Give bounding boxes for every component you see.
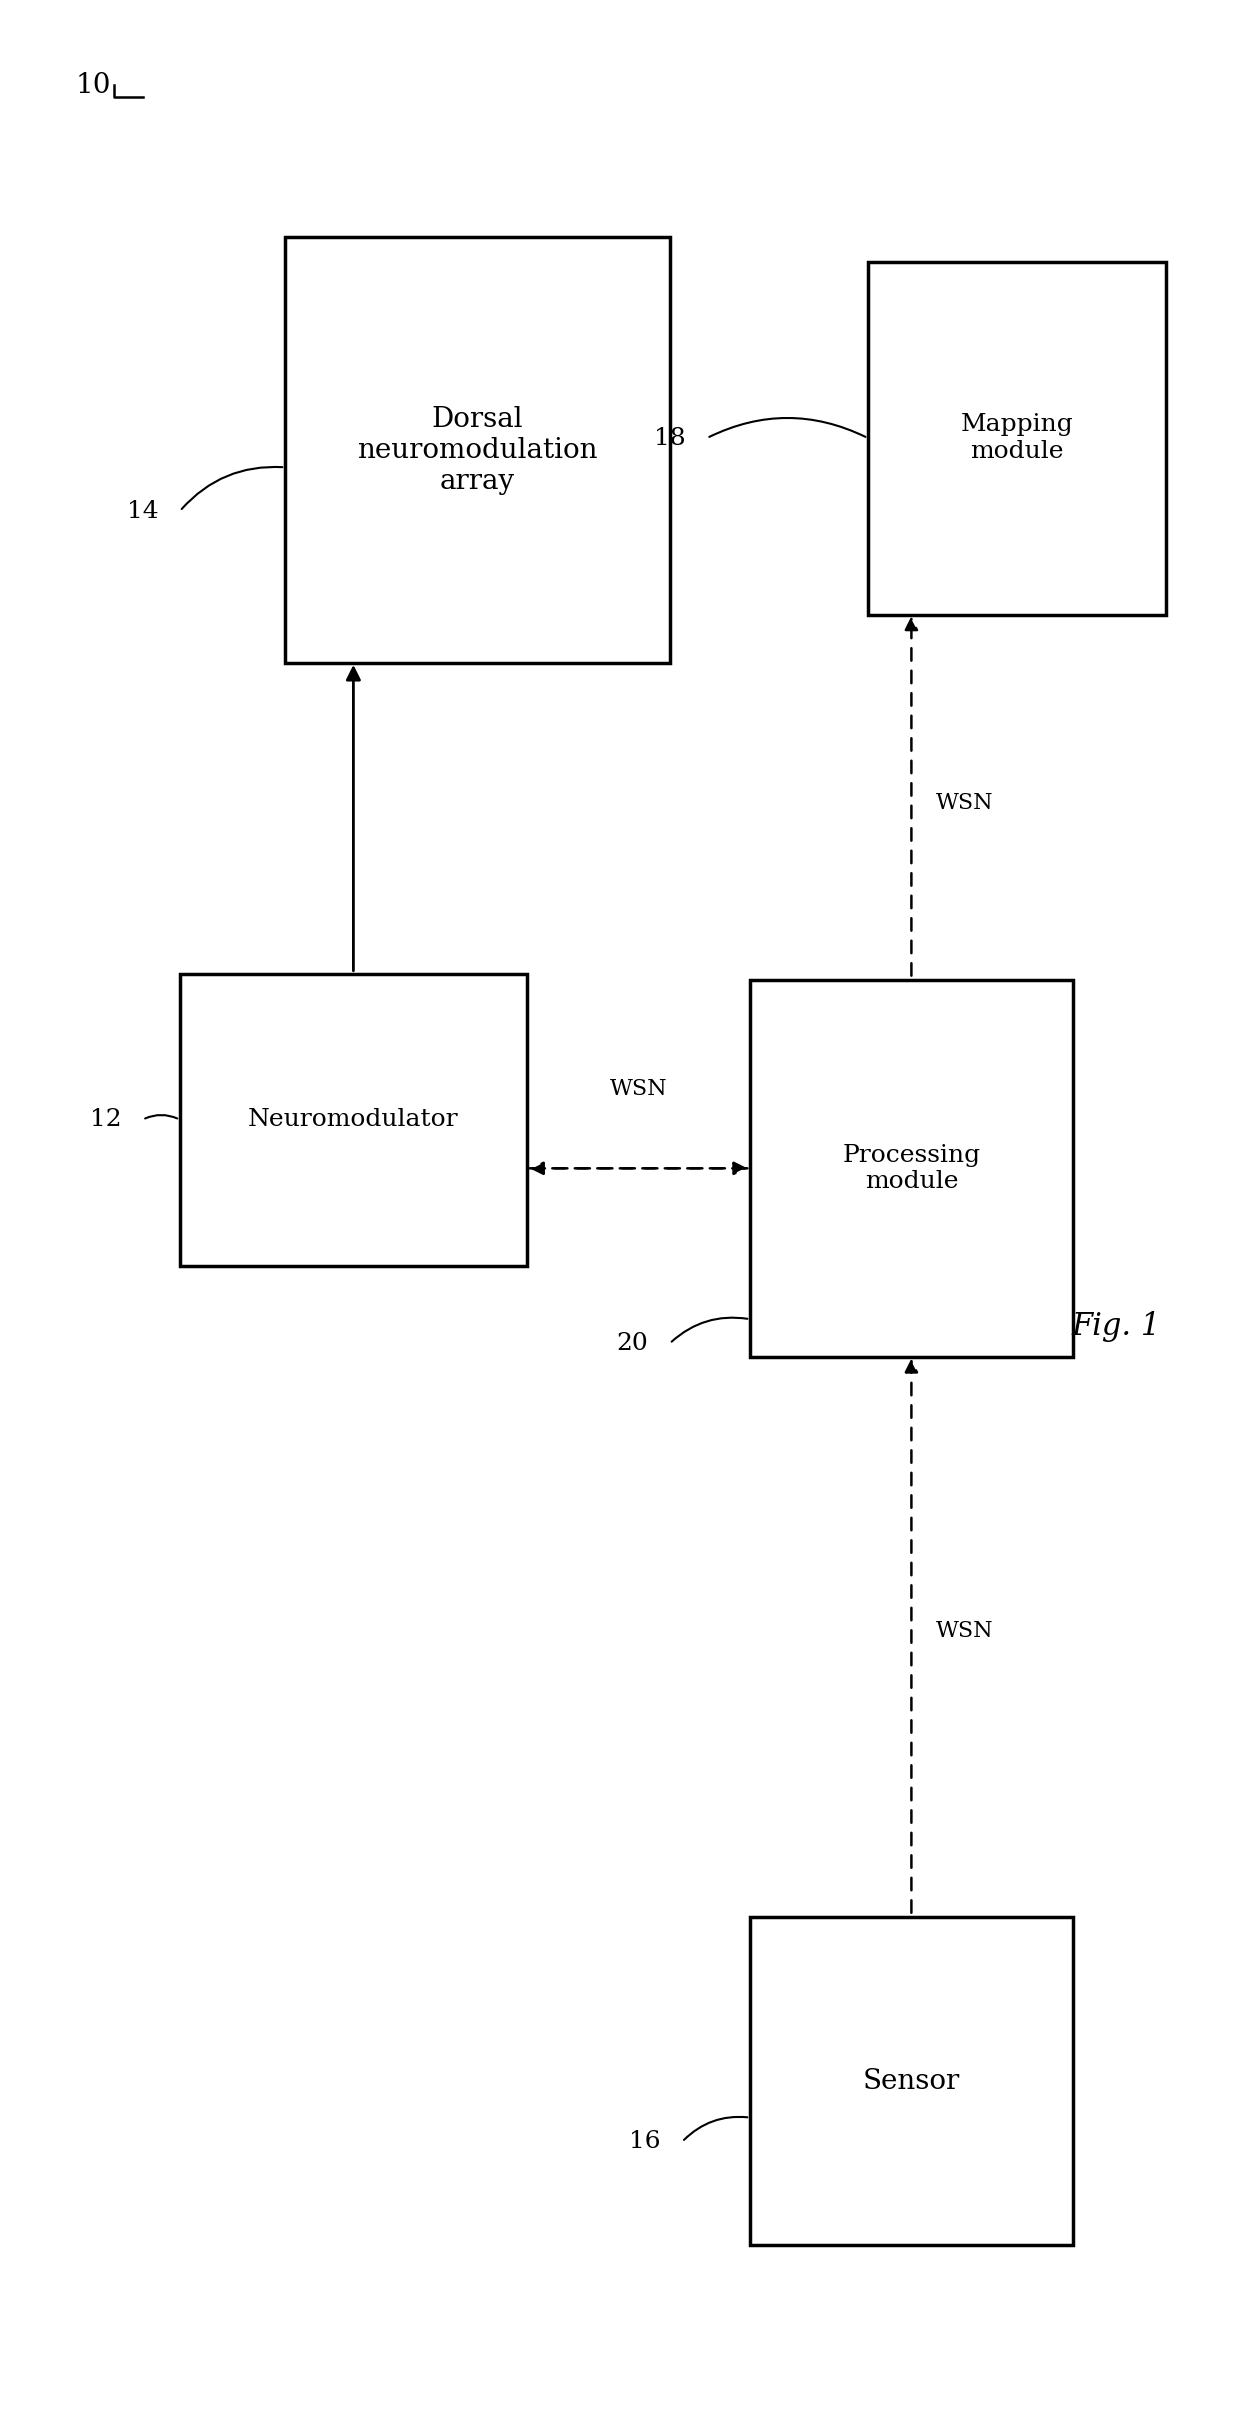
Text: Fig. 1: Fig. 1 bbox=[1071, 1312, 1161, 1341]
Text: WSN: WSN bbox=[610, 1078, 667, 1100]
Text: 12: 12 bbox=[89, 1107, 122, 1132]
Text: 20: 20 bbox=[616, 1331, 649, 1356]
Bar bbox=[750, 1918, 1073, 2244]
Bar bbox=[750, 978, 1073, 1358]
Text: 10: 10 bbox=[76, 71, 110, 100]
Text: 14: 14 bbox=[126, 499, 159, 523]
Bar bbox=[285, 239, 670, 664]
Bar bbox=[868, 260, 1166, 616]
Bar bbox=[180, 974, 527, 1266]
Text: Neuromodulator: Neuromodulator bbox=[248, 1107, 459, 1132]
Text: Mapping
module: Mapping module bbox=[961, 414, 1073, 462]
Text: WSN: WSN bbox=[936, 791, 993, 815]
Text: 18: 18 bbox=[653, 426, 686, 450]
Text: 16: 16 bbox=[629, 2130, 661, 2154]
Text: WSN: WSN bbox=[936, 1619, 993, 1643]
Text: Dorsal
neuromodulation
array: Dorsal neuromodulation array bbox=[357, 406, 598, 494]
Text: Sensor: Sensor bbox=[863, 2066, 960, 2096]
Text: Processing
module: Processing module bbox=[842, 1144, 981, 1193]
